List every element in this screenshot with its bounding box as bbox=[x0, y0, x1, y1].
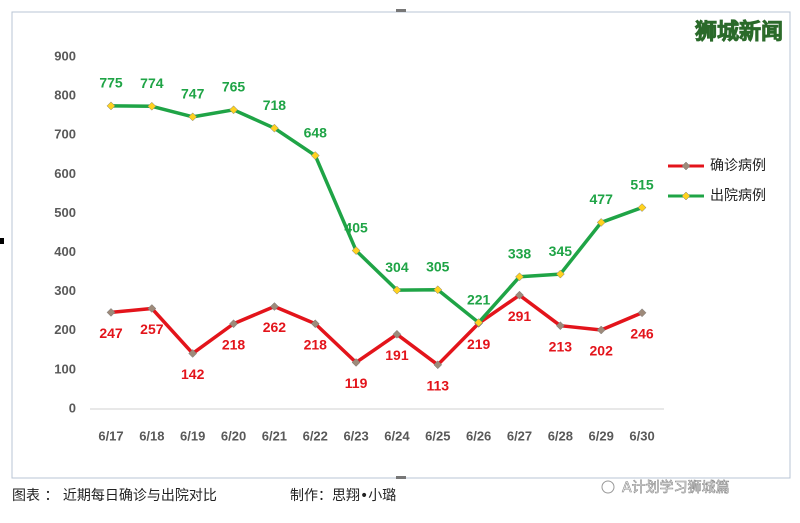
point-marker bbox=[596, 218, 606, 227]
y-tick-label: 900 bbox=[54, 48, 76, 63]
series-line bbox=[110, 104, 643, 325]
y-tick-label: 300 bbox=[54, 283, 76, 298]
data-label: 747 bbox=[181, 86, 205, 102]
point-marker bbox=[555, 269, 565, 279]
x-tick-label: 6/18 bbox=[139, 428, 164, 443]
x-tick-label: 6/30 bbox=[629, 428, 654, 443]
point-marker bbox=[351, 246, 361, 255]
data-label: 718 bbox=[263, 97, 287, 113]
x-tick-label: 6/27 bbox=[507, 428, 532, 443]
x-tick-label: 6/26 bbox=[466, 428, 491, 443]
point-marker bbox=[515, 290, 524, 300]
point-marker bbox=[637, 203, 647, 212]
x-tick-label: 6/20 bbox=[221, 428, 246, 443]
point-marker bbox=[310, 151, 320, 160]
data-label: 345 bbox=[549, 243, 573, 259]
data-label: 515 bbox=[630, 176, 654, 192]
y-tick-label: 500 bbox=[54, 205, 76, 220]
data-label: 218 bbox=[222, 336, 246, 352]
point-marker bbox=[270, 302, 279, 311]
data-label: 405 bbox=[344, 219, 368, 235]
point-marker bbox=[637, 308, 647, 318]
point-marker bbox=[188, 112, 198, 122]
point-marker bbox=[596, 325, 606, 335]
wechat-icon bbox=[601, 480, 615, 494]
y-tick-label: 200 bbox=[54, 322, 76, 337]
data-label: 191 bbox=[385, 347, 409, 363]
point-marker bbox=[270, 123, 279, 133]
y-tick-label: 0 bbox=[69, 400, 76, 415]
point-marker bbox=[229, 319, 238, 329]
data-label: 775 bbox=[99, 75, 123, 91]
point-marker bbox=[147, 101, 157, 111]
handle bbox=[396, 9, 406, 12]
x-tick-label: 6/19 bbox=[180, 428, 205, 443]
point-marker bbox=[229, 105, 238, 115]
series-line bbox=[110, 293, 643, 367]
data-label: 247 bbox=[99, 325, 123, 341]
data-label: 262 bbox=[263, 319, 287, 335]
brand: A计划学习狮城篇 bbox=[622, 480, 730, 496]
y-tick-label: 400 bbox=[54, 244, 76, 259]
data-label: 218 bbox=[304, 336, 328, 352]
chart-frame bbox=[11, 11, 791, 479]
x-tick-label: 6/21 bbox=[262, 428, 287, 443]
point-marker bbox=[474, 318, 484, 327]
data-label: 202 bbox=[590, 343, 614, 359]
handle bbox=[396, 476, 406, 479]
data-label: 213 bbox=[549, 338, 573, 354]
x-tick-label: 6/28 bbox=[548, 428, 573, 443]
point-marker bbox=[310, 319, 320, 329]
data-label: 221 bbox=[467, 291, 491, 307]
data-label: 305 bbox=[426, 258, 450, 274]
point-marker bbox=[106, 308, 116, 317]
data-label: 219 bbox=[467, 336, 491, 352]
watermark: 狮城新闻 bbox=[695, 19, 783, 45]
x-tick-label: 6/25 bbox=[425, 428, 450, 443]
legend-label: 出院病例 bbox=[710, 188, 766, 204]
data-label: 774 bbox=[140, 75, 164, 91]
legend-marker bbox=[681, 161, 691, 171]
x-tick-label: 6/29 bbox=[589, 428, 614, 443]
x-tick-label: 6/17 bbox=[98, 428, 123, 443]
data-label: 119 bbox=[345, 375, 368, 391]
data-label: 304 bbox=[385, 259, 409, 275]
data-label: 113 bbox=[427, 378, 450, 394]
point-marker bbox=[392, 329, 402, 339]
data-label: 257 bbox=[140, 321, 164, 337]
point-marker bbox=[392, 285, 402, 295]
point-marker bbox=[106, 101, 116, 111]
point-marker bbox=[515, 272, 524, 282]
caption: 图表 ： 近期每日确诊与出院对比 bbox=[12, 488, 217, 504]
point-marker bbox=[433, 360, 443, 370]
x-tick-label: 6/23 bbox=[343, 428, 368, 443]
data-label: 246 bbox=[630, 325, 654, 341]
legend-marker bbox=[681, 191, 691, 201]
data-label: 142 bbox=[181, 366, 205, 382]
data-label: 477 bbox=[590, 191, 614, 207]
point-marker bbox=[147, 304, 157, 313]
y-tick-label: 100 bbox=[54, 361, 76, 376]
point-marker bbox=[351, 358, 361, 367]
point-marker bbox=[555, 321, 565, 331]
caption: 制作：思翔•小璐 bbox=[290, 488, 396, 504]
data-label: 338 bbox=[508, 246, 532, 262]
x-tick-label: 6/24 bbox=[384, 428, 410, 443]
point-marker bbox=[433, 285, 443, 295]
x-tick-label: 6/22 bbox=[303, 428, 328, 443]
data-label: 291 bbox=[508, 308, 532, 324]
y-tick-label: 600 bbox=[54, 166, 76, 181]
point-marker bbox=[188, 349, 198, 358]
y-tick-label: 700 bbox=[54, 127, 76, 142]
data-label: 648 bbox=[304, 124, 328, 140]
data-label: 765 bbox=[222, 79, 246, 95]
legend-label: 确诊病例 bbox=[710, 158, 766, 174]
y-tick-label: 800 bbox=[54, 88, 76, 103]
handle bbox=[0, 238, 4, 244]
